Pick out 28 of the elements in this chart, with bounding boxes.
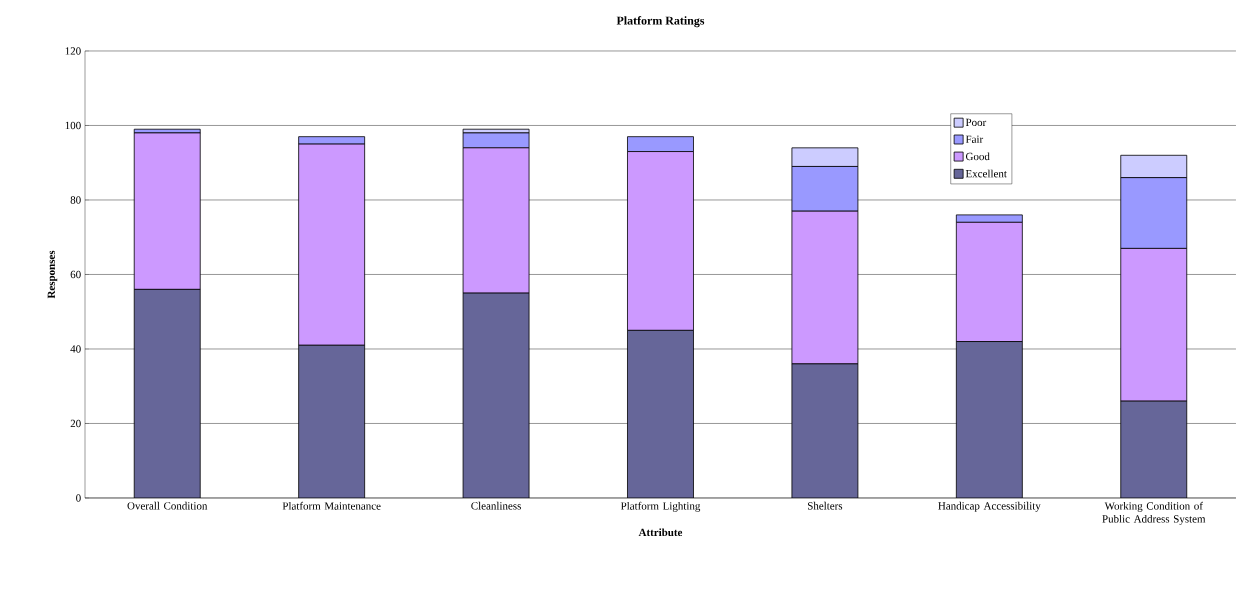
x-axis-title: Attribute [638,528,683,537]
bar [955,341,1023,498]
bar [133,288,201,498]
y-tick-label: 20 [70,419,81,428]
legend-label: Fair [965,135,984,143]
bar [462,292,530,498]
x-tick-label: Platform Lighting [620,501,701,512]
y-tick-label: 60 [70,270,81,279]
x-tick-label: Handicap Accessibility [938,501,1041,512]
y-tick-label: 120 [65,47,81,55]
bar [791,363,859,498]
y-tick-label: 80 [70,196,81,204]
legend-label: Good [965,152,990,161]
x-tick-label: Platform Maintenance [282,501,381,510]
y-tick-label: 40 [70,345,81,353]
bar [627,329,694,498]
legend-label: Poor [965,118,987,127]
x-tick-label: Shelters [808,501,843,510]
y-tick-label: 100 [65,121,81,130]
y-tick-label: 0 [76,494,81,502]
x-tick-label: Overall Condition [127,501,208,510]
chart-title: Platform Ratings [616,16,705,28]
x-tick-label: Working Condition of Public Address System [1102,501,1206,525]
bar [298,344,366,498]
legend-label: Excellent [965,169,1007,178]
y-axis-title: Responses [47,250,58,299]
bar [1120,400,1188,498]
x-tick-label: Cleanliness [471,501,521,510]
